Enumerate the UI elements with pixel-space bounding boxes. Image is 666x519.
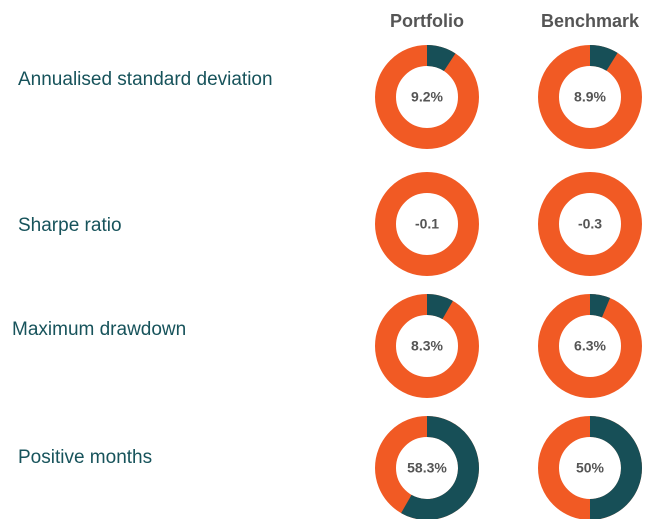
donut-track <box>375 172 479 276</box>
donut-track <box>538 172 642 276</box>
donut-segment <box>590 44 618 71</box>
metric-label: Annualised standard deviation <box>18 69 273 90</box>
donut-segment <box>401 416 479 519</box>
metric-label: Positive months <box>18 447 152 468</box>
donut-label: 8.3% <box>411 338 443 354</box>
donut-label: 9.2% <box>411 89 443 105</box>
column-header: Benchmark <box>541 11 640 31</box>
donut-label: 58.3% <box>407 460 447 476</box>
donut-label: 6.3% <box>574 338 606 354</box>
donut-segment <box>590 294 611 318</box>
donut-label: -0.3 <box>578 216 602 232</box>
donut-segment <box>427 45 456 72</box>
donut-label: 50% <box>576 460 605 476</box>
donut-segment <box>590 416 642 519</box>
donut-label: -0.1 <box>415 216 439 232</box>
column-header: Portfolio <box>390 11 464 31</box>
metric-label: Maximum drawdown <box>12 319 186 340</box>
donut-label: 8.9% <box>574 89 606 105</box>
donut-segment <box>427 294 453 320</box>
metric-label: Sharpe ratio <box>18 215 122 236</box>
